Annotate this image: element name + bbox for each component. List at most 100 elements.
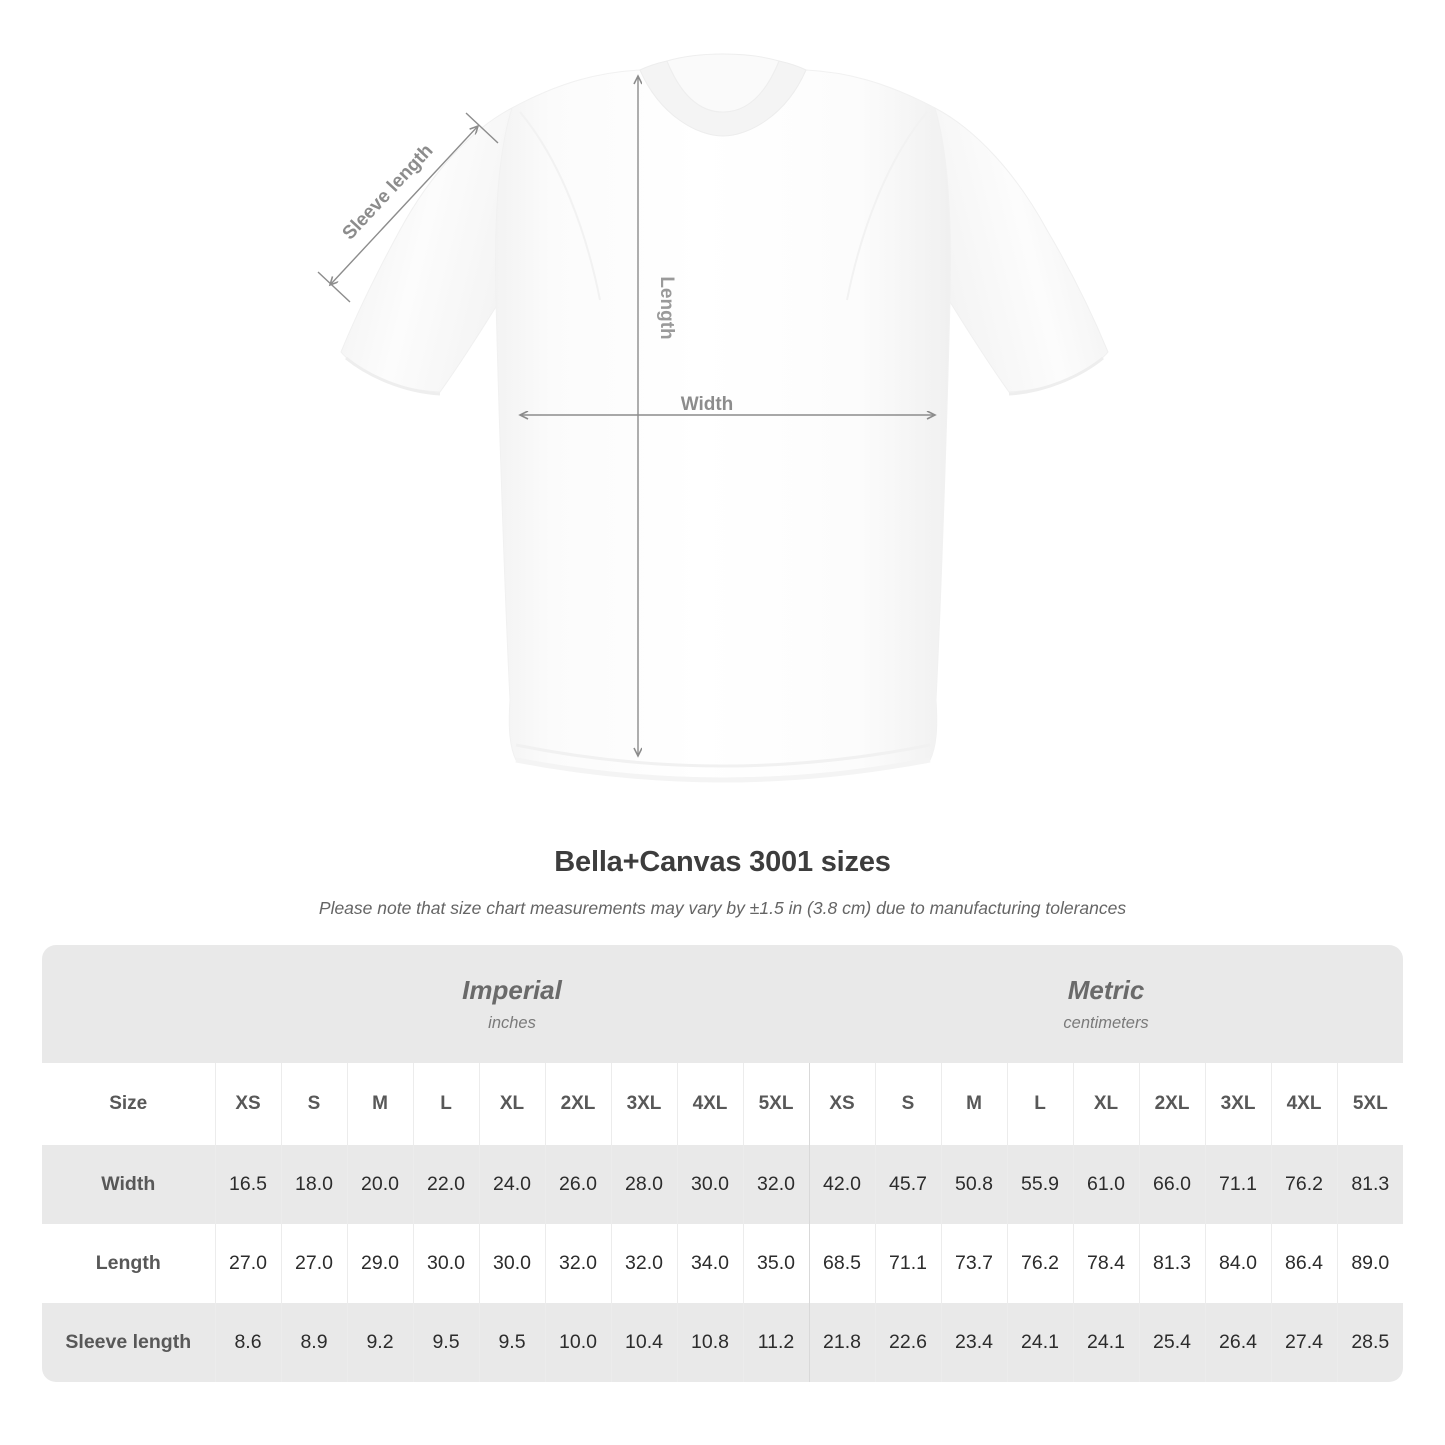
cell-width-imperial-4xl: 30.0 <box>676 1145 743 1224</box>
tolerance-note: Please note that size chart measurements… <box>318 898 1127 918</box>
cell-length-metric-3xl: 84.0 <box>1204 1224 1272 1303</box>
cell-sleeve-length-metric-m: 23.4 <box>940 1303 1008 1382</box>
cell-width-imperial-2xl: 26.0 <box>544 1145 611 1224</box>
column-header-s-metric: S <box>874 1063 942 1145</box>
cell-length-imperial-m: 29.0 <box>346 1224 413 1303</box>
size-chart-table-wrapper: Imperial inches Metric centimeters Size XS S M L… <box>42 945 1404 1382</box>
cell-length-metric-5xl: 89.0 <box>1336 1224 1404 1303</box>
cell-width-imperial-xl: 24.0 <box>478 1145 545 1224</box>
cell-width-metric-xl: 61.0 <box>1072 1145 1140 1224</box>
cell-length-imperial-l: 30.0 <box>412 1224 479 1303</box>
cell-length-metric-m: 73.7 <box>940 1224 1008 1303</box>
column-header-3xl-metric: 3XL <box>1204 1063 1272 1145</box>
length-label: Length <box>656 276 677 339</box>
column-header-m-imperial: M <box>346 1063 413 1145</box>
shirt-body <box>495 69 951 779</box>
column-header-xl-metric: XL <box>1072 1063 1140 1145</box>
cell-sleeve-length-imperial-3xl: 10.4 <box>610 1303 677 1382</box>
unit-name: Metric <box>1067 974 1145 1005</box>
cell-sleeve-length-imperial-5xl: 11.2 <box>742 1303 810 1382</box>
tshirt-illustration <box>340 53 1109 783</box>
table-row: Sleeve length 8.6 8.9 9.2 9.5 9.5 10.0 10.4 10.8… <box>42 1303 1404 1382</box>
column-header-xl-imperial: XL <box>478 1063 545 1145</box>
column-header-l-imperial: L <box>412 1063 479 1145</box>
unit-header-imperial: Imperial inches <box>215 945 810 1063</box>
column-header-2xl-imperial: 2XL <box>544 1063 611 1145</box>
cell-width-metric-m: 50.8 <box>940 1145 1008 1224</box>
column-header-4xl-metric: 4XL <box>1270 1063 1338 1145</box>
cell-length-imperial-2xl: 32.0 <box>544 1224 611 1303</box>
cell-width-metric-3xl: 71.1 <box>1204 1145 1272 1224</box>
unit-header-row: Imperial inches Metric centimeters <box>42 945 1404 1063</box>
cell-width-imperial-m: 20.0 <box>346 1145 413 1224</box>
cell-sleeve-length-imperial-4xl: 10.8 <box>676 1303 743 1382</box>
cell-sleeve-length-imperial-2xl: 10.0 <box>544 1303 611 1382</box>
row-label-length: Length <box>42 1224 215 1303</box>
column-header-3xl-imperial: 3XL <box>610 1063 677 1145</box>
width-label: Width <box>681 394 734 415</box>
unit-subtitle: inches <box>488 1013 536 1032</box>
cell-sleeve-length-metric-2xl: 25.4 <box>1138 1303 1206 1382</box>
cell-length-metric-xs: 68.5 <box>808 1224 876 1303</box>
column-header-xs-metric: XS <box>808 1063 876 1145</box>
measurement-annotations <box>317 76 935 756</box>
size-chart-table: Imperial inches Metric centimeters Size XS S M L… <box>42 945 1404 1382</box>
cell-sleeve-length-imperial-l: 9.5 <box>412 1303 479 1382</box>
column-header-4xl-imperial: 4XL <box>676 1063 743 1145</box>
cell-length-metric-4xl: 86.4 <box>1270 1224 1338 1303</box>
cell-length-imperial-xs: 27.0 <box>214 1224 281 1303</box>
cell-width-metric-4xl: 76.2 <box>1270 1145 1338 1224</box>
cell-sleeve-length-metric-xl: 24.1 <box>1072 1303 1140 1382</box>
table-row: Width 16.5 18.0 20.0 22.0 24.0 26.0 28.0 30.0 32.… <box>42 1145 1404 1224</box>
right-shoulder-seam <box>846 111 928 301</box>
sleeve-tick-bottom <box>317 271 351 303</box>
cell-length-metric-xl: 78.4 <box>1072 1224 1140 1303</box>
cell-length-imperial-s: 27.0 <box>280 1224 347 1303</box>
column-header-2xl-metric: 2XL <box>1138 1063 1206 1145</box>
cell-sleeve-length-metric-xs: 21.8 <box>808 1303 876 1382</box>
unit-subtitle: centimeters <box>1063 1013 1149 1032</box>
row-label-sleeve-length: Sleeve length <box>42 1303 215 1382</box>
left-shoulder-seam <box>519 111 601 301</box>
column-header-xs-imperial: XS <box>214 1063 281 1145</box>
left-cuff-hem <box>345 356 441 396</box>
cell-sleeve-length-metric-4xl: 27.4 <box>1270 1303 1338 1382</box>
row-label-width: Width <box>42 1145 215 1224</box>
bottom-shadow <box>515 757 931 783</box>
cell-length-imperial-4xl: 34.0 <box>676 1224 743 1303</box>
bottom-hem <box>515 743 931 768</box>
table-row: Length 27.0 27.0 29.0 30.0 30.0 32.0 32.0 34.0 35… <box>42 1224 1404 1303</box>
right-cuff-hem <box>1008 356 1104 396</box>
cell-sleeve-length-metric-s: 22.6 <box>874 1303 942 1382</box>
cell-sleeve-length-imperial-xl: 9.5 <box>478 1303 545 1382</box>
cell-width-imperial-3xl: 28.0 <box>610 1145 677 1224</box>
cell-sleeve-length-metric-3xl: 26.4 <box>1204 1303 1272 1382</box>
tshirt-measurement-diagram: Sleeve length Length Width <box>317 53 1109 783</box>
right-sleeve <box>928 107 1109 393</box>
cell-length-metric-2xl: 81.3 <box>1138 1224 1206 1303</box>
cell-width-imperial-5xl: 32.0 <box>742 1145 810 1224</box>
cell-sleeve-length-metric-5xl: 28.5 <box>1336 1303 1404 1382</box>
column-header-s-imperial: S <box>280 1063 347 1145</box>
cell-sleeve-length-metric-l: 24.1 <box>1006 1303 1074 1382</box>
cell-length-metric-s: 71.1 <box>874 1224 942 1303</box>
cell-length-imperial-xl: 30.0 <box>478 1224 545 1303</box>
size-header-row: Size XS S M L XL 2XL 3XL 4XL 5XL XS S M L XL 2XL 3XL 4XL 5… <box>42 1063 1404 1145</box>
column-header-5xl-imperial: 5XL <box>742 1063 810 1145</box>
page-title: Bella+Canvas 3001 sizes <box>554 846 891 878</box>
cell-sleeve-length-imperial-xs: 8.6 <box>214 1303 281 1382</box>
cell-width-metric-s: 45.7 <box>874 1145 942 1224</box>
column-header-size: Size <box>42 1063 215 1145</box>
cell-width-metric-l: 55.9 <box>1006 1145 1074 1224</box>
sleeve-tick-top <box>465 112 499 144</box>
column-header-5xl-metric: 5XL <box>1336 1063 1404 1145</box>
column-header-l-metric: L <box>1006 1063 1074 1145</box>
cell-width-metric-5xl: 81.3 <box>1336 1145 1404 1224</box>
column-header-m-metric: M <box>940 1063 1008 1145</box>
collar-inner <box>666 53 780 113</box>
unit-header-metric: Metric centimeters <box>809 945 1404 1063</box>
cell-sleeve-length-imperial-m: 9.2 <box>346 1303 413 1382</box>
sleeve-arrow <box>330 126 478 285</box>
unit-name: Imperial <box>462 974 562 1005</box>
cell-length-metric-l: 76.2 <box>1006 1224 1074 1303</box>
